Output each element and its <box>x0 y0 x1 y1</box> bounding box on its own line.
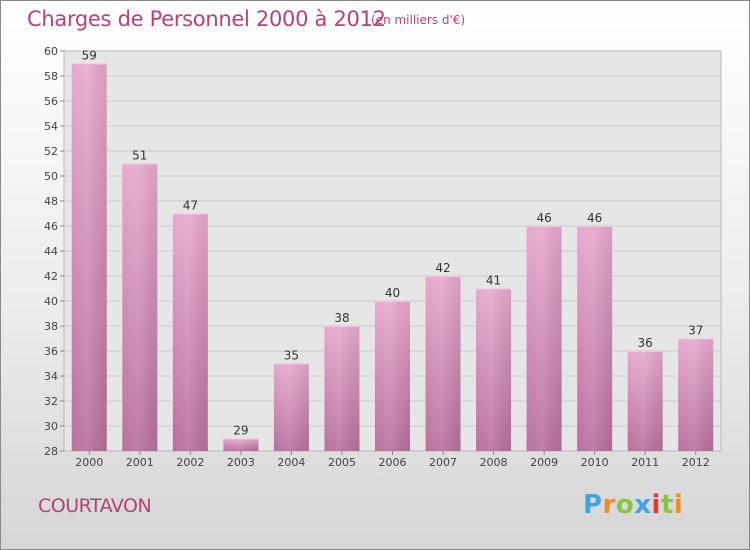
y-tick-label: 42 <box>44 270 58 283</box>
x-tick-label: 2010 <box>581 456 609 469</box>
logo-letter: t <box>660 490 674 520</box>
bar-value-label: 36 <box>638 336 653 350</box>
bar-value-label: 41 <box>486 274 501 288</box>
bar-shine <box>223 438 259 451</box>
logo-letter: o <box>615 490 635 520</box>
y-tick-label: 54 <box>44 120 58 133</box>
chart-title: Charges de Personnel 2000 à 2012 <box>27 7 386 31</box>
logo-letter: x <box>634 490 652 520</box>
y-tick-label: 40 <box>44 295 58 308</box>
y-tick-label: 52 <box>44 145 58 158</box>
x-tick-label: 2008 <box>480 456 508 469</box>
chart-subtitle: (en milliers d'€) <box>371 13 466 27</box>
bar-value-label: 37 <box>688 324 703 338</box>
bar-shine <box>324 326 360 451</box>
bar-value-label: 47 <box>183 199 198 213</box>
x-tick-label: 2007 <box>429 456 457 469</box>
y-tick-label: 28 <box>44 445 58 458</box>
bar-value-label: 46 <box>587 211 602 225</box>
commune-name: COURTAVON <box>38 495 152 517</box>
logo-letter: i <box>651 490 661 520</box>
bar-shine <box>476 288 512 451</box>
x-tick-label: 2000 <box>75 456 103 469</box>
x-tick-label: 2003 <box>227 456 255 469</box>
y-tick-label: 30 <box>44 420 58 433</box>
x-tick-label: 2011 <box>631 456 659 469</box>
x-tick-label: 2009 <box>530 456 558 469</box>
y-tick-label: 46 <box>44 220 58 233</box>
logo-letter: r <box>602 490 616 520</box>
bar-shine <box>172 213 208 451</box>
bar-value-label: 29 <box>233 424 248 438</box>
bar-shine <box>627 351 663 451</box>
x-tick-label: 2005 <box>328 456 356 469</box>
bar-value-label: 59 <box>82 49 97 63</box>
x-tick-label: 2006 <box>379 456 407 469</box>
y-tick-label: 44 <box>44 245 58 258</box>
y-tick-label: 48 <box>44 195 58 208</box>
y-tick-label: 36 <box>44 345 58 358</box>
y-tick-label: 34 <box>44 370 58 383</box>
logo-letter: i <box>673 490 684 520</box>
y-tick-label: 58 <box>44 70 58 83</box>
bar-value-label: 51 <box>132 149 147 163</box>
bar-shine <box>375 301 410 451</box>
y-tick-label: 38 <box>44 320 58 333</box>
y-tick-label: 50 <box>44 170 58 183</box>
y-tick-label: 60 <box>44 45 58 58</box>
bar-value-label: 46 <box>536 211 551 225</box>
bar-shine <box>678 338 714 451</box>
bar-value-label: 40 <box>385 286 400 300</box>
bar-shine <box>122 163 158 451</box>
x-tick-label: 2002 <box>176 456 204 469</box>
y-tick-label: 56 <box>44 95 58 108</box>
bar-value-label: 35 <box>284 349 299 363</box>
bar-shine <box>273 363 309 451</box>
x-tick-label: 2001 <box>126 456 154 469</box>
y-tick-label: 32 <box>44 395 58 408</box>
x-tick-label: 2004 <box>277 456 305 469</box>
logo-letter: P <box>583 490 603 520</box>
bar-value-label: 38 <box>334 311 349 325</box>
x-tick-label: 2012 <box>682 456 710 469</box>
bar-shine <box>526 226 562 451</box>
proxiti-logo: Proxiti <box>583 490 683 520</box>
bar-value-label: 42 <box>435 261 450 275</box>
bar-shine <box>577 226 613 451</box>
bar-shine <box>71 63 107 451</box>
bar-shine <box>425 276 461 451</box>
